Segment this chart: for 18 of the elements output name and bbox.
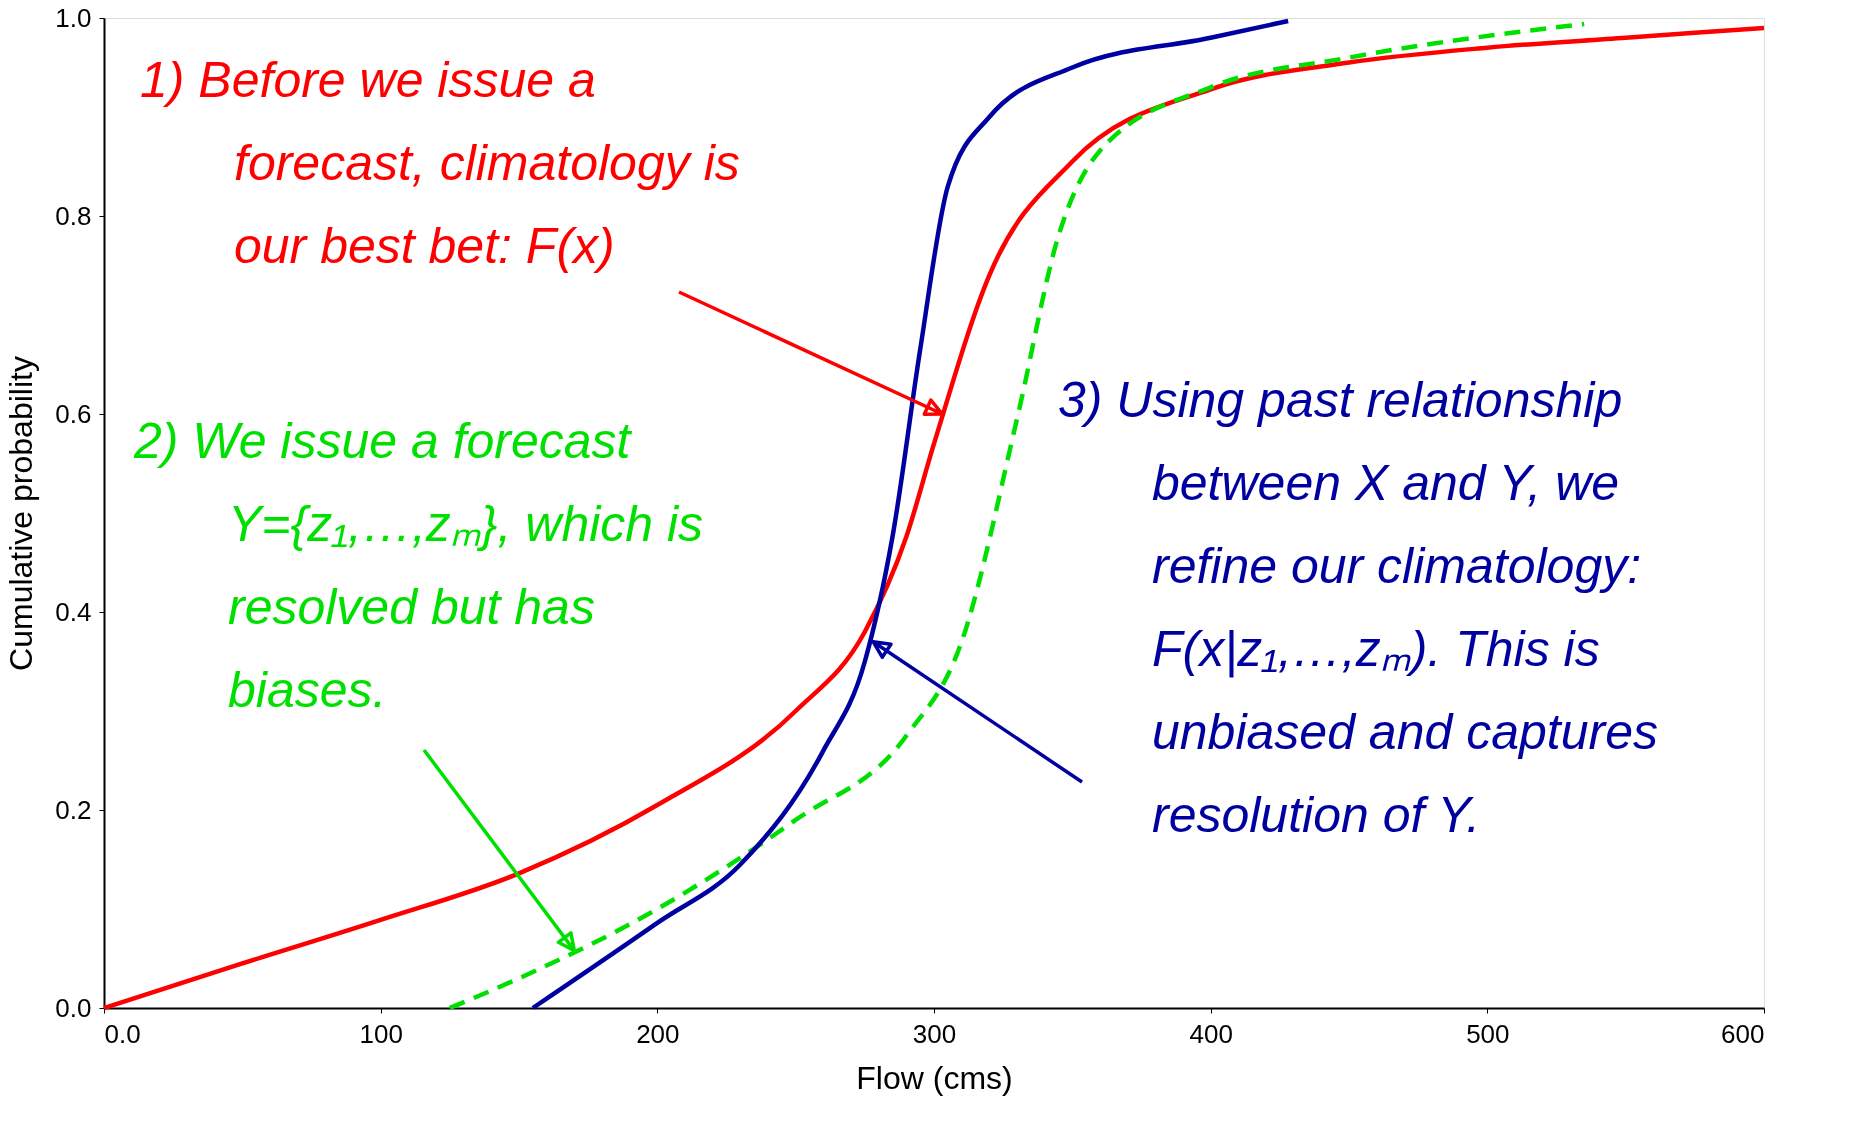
x-tick-label: 200 xyxy=(636,1018,680,1049)
x-tick-label: 0.0 xyxy=(104,1018,141,1049)
y-tick-label: 1.0 xyxy=(55,2,92,33)
y-tick-label: 0.6 xyxy=(55,398,92,429)
annotation: 1) Before we issue a forecast, climatology is our best bet: F(x) xyxy=(140,52,740,274)
y-tick-label: 0.0 xyxy=(55,992,92,1023)
x-tick-label: 400 xyxy=(1189,1018,1233,1049)
x-tick-label: 300 xyxy=(912,1018,957,1049)
x-tick-label: 100 xyxy=(359,1018,403,1049)
y-tick-label: 0.8 xyxy=(55,200,92,231)
x-axis-title: Flow (cms) xyxy=(856,1059,1013,1096)
y-tick-label: 0.4 xyxy=(55,596,92,627)
annotation: 3) Using past relationship between X and Y, we refine our climatology: F(x|z₁,…,zₘ). This is unbiased and captures resolution of Y. xyxy=(1058,372,1658,843)
x-tick-label: 500 xyxy=(1466,1018,1510,1049)
y-axis-title: Cumulative probability xyxy=(3,356,40,671)
annotation: 2) We issue a forecast Y={z₁,…,zₘ}, which is resolved but has biases. xyxy=(133,413,704,718)
y-tick-label: 0.2 xyxy=(55,794,92,825)
x-tick-label: 600 xyxy=(1721,1018,1765,1049)
